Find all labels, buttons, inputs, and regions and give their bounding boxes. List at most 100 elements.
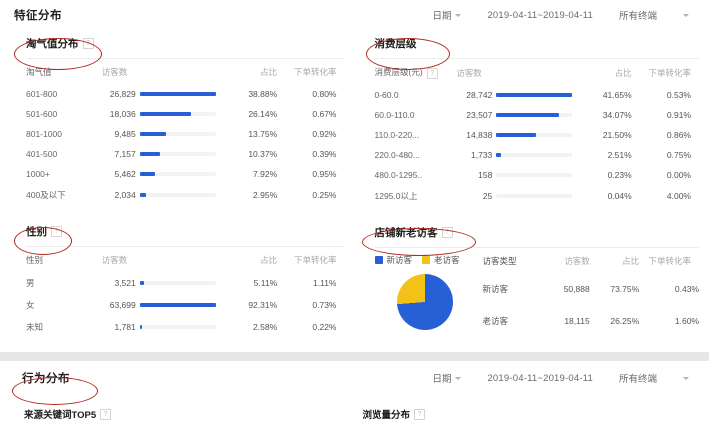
bar-fill xyxy=(139,152,161,156)
behavior-sub-blocks: 来源关键词TOP5 ? 浏览量分布 ? xyxy=(0,395,709,421)
keyword-top5-title: 来源关键词TOP5 ? xyxy=(24,407,355,421)
row-visitors-bar: 28,742 xyxy=(456,85,578,105)
date-filter-label: 日期 xyxy=(432,11,452,22)
chevron-down-icon xyxy=(683,13,689,17)
date-filter-label: 日期 xyxy=(432,374,452,385)
col-header-visitors: 访客数 xyxy=(101,255,128,265)
row-conversion: 0.25% xyxy=(312,190,337,200)
gender-title-text: 性别 xyxy=(26,225,47,238)
col-header-conversion: 下单转化率 xyxy=(293,67,337,77)
divider xyxy=(374,247,699,248)
row-visitors-value: 158 xyxy=(478,170,493,180)
row-percent: 2.58% xyxy=(253,322,278,332)
bar-track xyxy=(139,172,216,176)
gender-table-body: 男 3,521 5.11% 1.11% 女 63,699 92.31% 0.73% 未知 1,78… xyxy=(14,272,345,338)
divider xyxy=(26,58,345,59)
row-visitors-value: 28,742 xyxy=(466,90,493,100)
row-visitors-bar: 14,838 xyxy=(456,125,578,145)
behavior-header-controls: 日期 2019-04-11~2019-04-11 所有终端 xyxy=(432,371,695,385)
date-filter-button[interactable]: 日期 xyxy=(432,8,462,22)
table-row: 480.0-1295.. 158 0.23% 0.00% xyxy=(363,165,700,185)
col-header-consume-tier: 消费层级(元)? xyxy=(363,59,457,85)
legend-item[interactable]: 老访客 xyxy=(422,254,460,266)
terminal-filter-button[interactable]: 所有终端 xyxy=(619,8,689,22)
table-header-row: 消费层级(元)? 访客数 占比 下单转化率 xyxy=(363,59,700,85)
help-icon[interactable]: ? xyxy=(414,408,426,420)
row-label: 110.0-220... xyxy=(374,130,420,140)
row-visitors-value: 18,036 xyxy=(109,109,136,119)
help-icon[interactable]: ? xyxy=(51,225,62,237)
row-visitors-bar: 1,781 xyxy=(102,316,224,338)
bar-track xyxy=(496,133,573,137)
bar-fill xyxy=(139,325,142,329)
table-row: 110.0-220... 14,838 21.50% 0.86% xyxy=(363,125,700,145)
date-range-picker[interactable]: 2019-04-11~2019-04-11 xyxy=(487,9,593,21)
row-conversion: 0.22% xyxy=(312,322,337,332)
legend-label: 老访客 xyxy=(434,255,460,265)
col-header-visitors: 访客数 xyxy=(101,67,128,77)
table-row: 未知 1,781 2.58% 0.22% xyxy=(14,316,345,338)
legend-item[interactable]: 新访客 xyxy=(374,254,413,266)
row-percent: 21.50% xyxy=(602,130,632,140)
page-title: 特征分布 xyxy=(14,10,62,22)
behavior-section-header: 行为分布 日期 2019-04-11~2019-04-11 所有终端 xyxy=(0,361,709,395)
bar-fill xyxy=(139,112,191,116)
row-percent: 0.04% xyxy=(607,191,632,201)
terminal-filter-button[interactable]: 所有终端 xyxy=(619,371,689,385)
feature-content-grid: 淘气值分布 ? 淘气值 访客数 占比 下单转化率 601-800 26,829 38… xyxy=(0,30,709,338)
legend-label: 新访客 xyxy=(386,255,413,265)
row-visitors-bar: 3,521 xyxy=(102,272,224,294)
table-row: 501-600 18,036 26.14% 0.67% xyxy=(14,104,345,124)
bar-track xyxy=(139,303,216,307)
row-label: 0-60.0 xyxy=(374,90,399,100)
help-icon[interactable]: ? xyxy=(82,37,94,49)
pie-chart-area: 新访客 老访客 xyxy=(374,248,483,337)
col-header-conversion: 下单转化率 xyxy=(648,256,691,266)
col-header-percent: 占比 xyxy=(622,256,640,266)
terminal-filter-label: 所有终端 xyxy=(618,11,657,22)
taoqi-block-title: 淘气值分布 ? xyxy=(14,30,345,56)
help-icon[interactable]: ? xyxy=(441,226,453,238)
consume-table-body: 0-60.0 28,742 41.65% 0.53% 60.0-110.0 23,507 3… xyxy=(363,85,700,207)
table-header-row: 访客类型 访客数 占比 下单转化率 xyxy=(483,248,700,273)
new-vs-old-pie-chart xyxy=(396,274,453,330)
bar-track xyxy=(139,92,216,96)
table-row: 女 63,699 92.31% 0.73% xyxy=(14,294,345,316)
row-percent: 92.31% xyxy=(248,300,278,310)
date-range-picker[interactable]: 2019-04-11~2019-04-11 xyxy=(487,372,593,384)
row-visitors-value: 63,699 xyxy=(109,300,136,310)
date-filter-button[interactable]: 日期 xyxy=(432,371,462,385)
help-icon[interactable]: ? xyxy=(100,408,112,420)
bar-track xyxy=(496,113,573,117)
table-row: 0-60.0 28,742 41.65% 0.53% xyxy=(363,85,700,105)
visitor-chart-wrap: 新访客 老访客 访客类型 访客数 占比 下单转化率 新访客 50,888 73.75%… xyxy=(363,248,700,337)
bar-fill xyxy=(139,92,216,96)
row-visitors-value: 23,507 xyxy=(466,110,493,120)
row-conversion: 0.39% xyxy=(312,149,337,159)
keyword-top5-block: 来源关键词TOP5 ? xyxy=(0,407,355,421)
help-icon[interactable]: ? xyxy=(426,68,438,79)
bar-fill xyxy=(139,303,216,307)
keyword-top5-title-text: 来源关键词TOP5 xyxy=(24,410,97,421)
table-row: 401-500 7,157 10.37% 0.39% xyxy=(14,144,345,164)
row-percent: 38.88% xyxy=(248,89,278,99)
row-conversion: 0.53% xyxy=(666,90,691,100)
col-header-percent: 占比 xyxy=(260,67,278,77)
bar-track xyxy=(139,193,216,197)
bar-fill xyxy=(139,172,155,176)
feature-section-header: 特征分布 日期 2019-04-11~2019-04-11 所有终端 xyxy=(0,0,709,30)
row-percent: 41.65% xyxy=(602,90,632,100)
table-row: 1295.0以上 25 0.04% 4.00% xyxy=(363,185,700,207)
row-visitors-bar: 5,462 xyxy=(102,164,224,184)
taoqi-table: 淘气值 访客数 占比 下单转化率 601-800 26,829 38.88% 0.80… xyxy=(14,59,345,206)
row-label: 501-600 xyxy=(26,109,58,119)
chevron-down-icon xyxy=(455,376,462,380)
row-label: 601-800 xyxy=(26,89,58,99)
gender-table: 性别 访客数 占比 下单转化率 男 3,521 5.11% 1.11% 女 63,699 9… xyxy=(14,247,345,338)
behavior-distribution-panel: 行为分布 日期 2019-04-11~2019-04-11 所有终端 来源关键词… xyxy=(0,361,709,441)
col-header-visitor-type: 访客类型 xyxy=(482,256,517,266)
bar-track xyxy=(139,281,216,285)
bar-track xyxy=(496,93,573,97)
legend-swatch xyxy=(374,256,383,264)
bar-fill xyxy=(139,193,146,197)
